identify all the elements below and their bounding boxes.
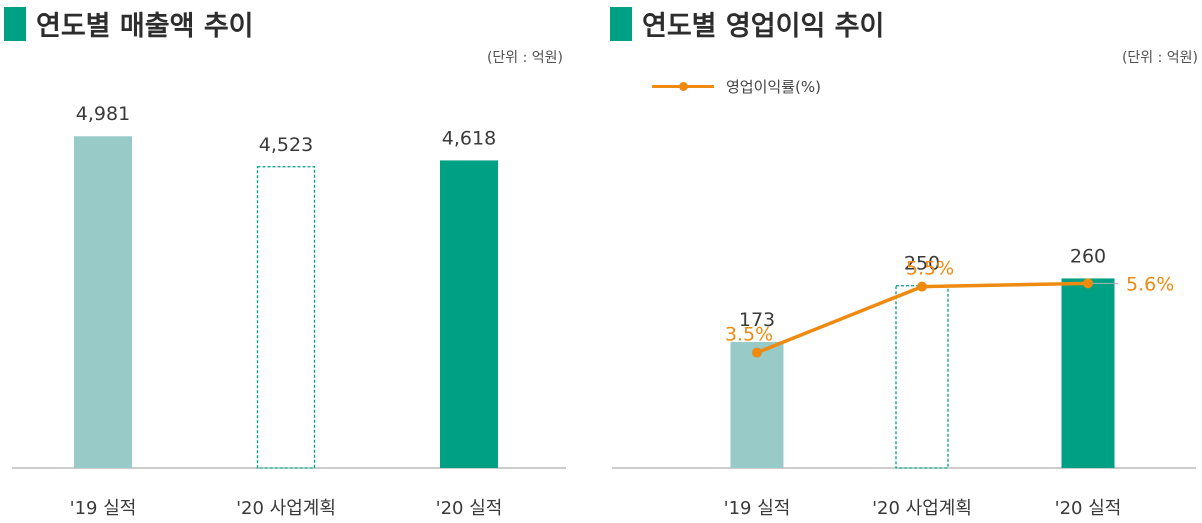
sales-value-label-2: 4,618 <box>442 127 496 149</box>
sales-category-label-1: '20 사업계획 <box>236 498 336 519</box>
operating-margin-point-1 <box>917 281 927 292</box>
sales-title-marker <box>4 7 26 41</box>
profit-category-label-2: '20 실적 <box>1055 498 1122 519</box>
profit-unit-label: (단위 : 억원) <box>1121 50 1198 66</box>
sales-bar-chart: 4,981 '19 실적 4,523 '20 사업계획 4,618 '20 실적 <box>12 103 566 519</box>
profit-category-label-1: '20 사업계획 <box>872 498 972 519</box>
profit-category-label-0: '19 실적 <box>724 498 791 519</box>
profit-value-label-2: 260 <box>1070 245 1106 267</box>
operating-margin-point-2 <box>1083 278 1093 289</box>
operating-profit-chart-panel: 연도별 영업이익 추이 (단위 : 억원) 영업이익률(%) 173 '19 실적… <box>600 0 1202 523</box>
profit-value-label-1: 250 <box>904 253 940 275</box>
operating-margin-label-1: 5.5% <box>906 258 954 280</box>
profit-title-marker <box>610 7 632 41</box>
sales-chart-panel: 연도별 매출액 추이 (단위 : 억원) 4,981 '19 실적 4,523 '20… <box>0 0 580 523</box>
legend-label: 영업이익률(%) <box>726 78 821 96</box>
sales-category-label-0: '19 실적 <box>70 498 137 519</box>
sales-chart-title: 연도별 매출액 추이 <box>36 11 254 42</box>
operating-margin-label-2: 5.6% <box>1126 273 1174 295</box>
profit-bar-line-chart: 173 '19 실적 250 '20 사업계획 260 '20 실적 3.5% 5.5% 5.6… <box>612 245 1196 519</box>
profit-legend: 영업이익률(%) <box>652 76 821 97</box>
sales-bar-0 <box>74 136 132 469</box>
operating-margin-line <box>756 281 1089 355</box>
profit-value-label-0: 173 <box>739 309 775 331</box>
operating-margin-point-0 <box>752 347 762 358</box>
sales-value-label-0: 4,981 <box>76 103 130 125</box>
profit-bar-1 <box>895 285 949 469</box>
operating-margin-label-0: 3.5% <box>725 324 773 346</box>
profit-bar-0 <box>730 341 784 468</box>
sales-category-label-2: '20 실적 <box>436 498 503 519</box>
profit-chart-title: 연도별 영업이익 추이 <box>642 11 885 42</box>
sales-bar-1 <box>256 166 316 469</box>
legend-line-marker <box>652 82 714 91</box>
legend-dot-marker <box>679 82 688 91</box>
sales-unit-label: (단위 : 억원) <box>486 50 563 66</box>
profit-bar-2 <box>1061 278 1115 468</box>
sales-value-label-1: 4,523 <box>259 134 313 156</box>
sales-bar-2 <box>440 160 498 468</box>
